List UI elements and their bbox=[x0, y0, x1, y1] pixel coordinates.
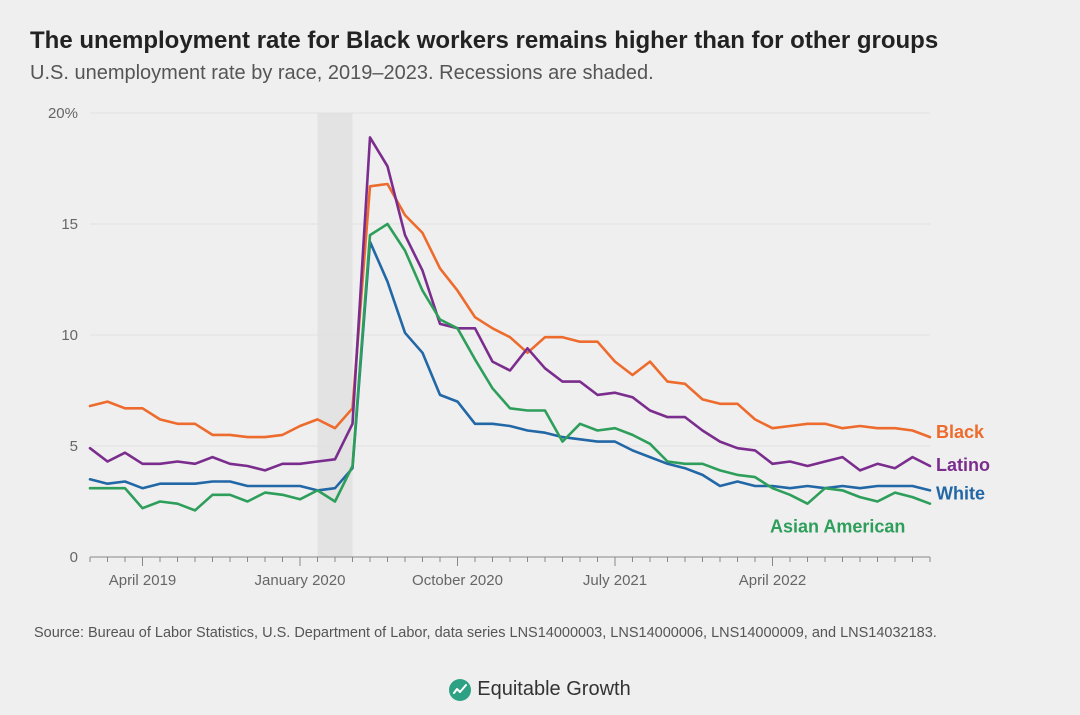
y-tick: 0 bbox=[70, 549, 78, 566]
source-note: Source: Bureau of Labor Statistics, U.S.… bbox=[30, 625, 1050, 641]
x-tick: April 2022 bbox=[739, 572, 807, 589]
chart-title: The unemployment rate for Black workers … bbox=[30, 26, 1050, 56]
y-tick: 20% bbox=[48, 105, 78, 122]
y-tick: 15 bbox=[61, 216, 78, 233]
chart-subtitle: U.S. unemployment rate by race, 2019–202… bbox=[30, 62, 1050, 85]
series-label-asian-american: Asian American bbox=[770, 517, 905, 537]
x-tick: July 2021 bbox=[583, 572, 647, 589]
x-tick: October 2020 bbox=[412, 572, 503, 589]
series-black bbox=[90, 184, 930, 437]
chart-area: 0 5 10 15 20% April 2019 January 2020 October 2… bbox=[30, 103, 1050, 603]
svg-text:20%: 20% bbox=[48, 105, 78, 122]
logo-icon bbox=[449, 679, 471, 701]
y-tick: 5 bbox=[70, 438, 78, 455]
footer-logo: Equitable Growth bbox=[0, 678, 1080, 701]
svg-text:October 2020: October 2020 bbox=[412, 572, 503, 589]
x-tick: April 2019 bbox=[109, 572, 177, 589]
svg-text:January 2020: January 2020 bbox=[255, 572, 346, 589]
svg-text:5: 5 bbox=[70, 438, 78, 455]
svg-text:July 2021: July 2021 bbox=[583, 572, 647, 589]
svg-text:10: 10 bbox=[61, 327, 78, 344]
series-label-latino: Latino bbox=[936, 455, 990, 475]
svg-text:April 2022: April 2022 bbox=[739, 572, 807, 589]
series-white bbox=[90, 242, 930, 491]
series-asian-american bbox=[90, 224, 930, 510]
series-label-white: White bbox=[936, 483, 985, 503]
line-chart: 0 5 10 15 20% April 2019 January 2020 October 2… bbox=[30, 103, 1050, 603]
svg-text:April 2019: April 2019 bbox=[109, 572, 177, 589]
series-label-black: Black bbox=[936, 422, 985, 442]
series-latino bbox=[90, 137, 930, 470]
x-tick: January 2020 bbox=[255, 572, 346, 589]
logo-text: Equitable Growth bbox=[477, 678, 630, 701]
svg-text:0: 0 bbox=[70, 549, 78, 566]
svg-text:15: 15 bbox=[61, 216, 78, 233]
y-tick: 10 bbox=[61, 327, 78, 344]
